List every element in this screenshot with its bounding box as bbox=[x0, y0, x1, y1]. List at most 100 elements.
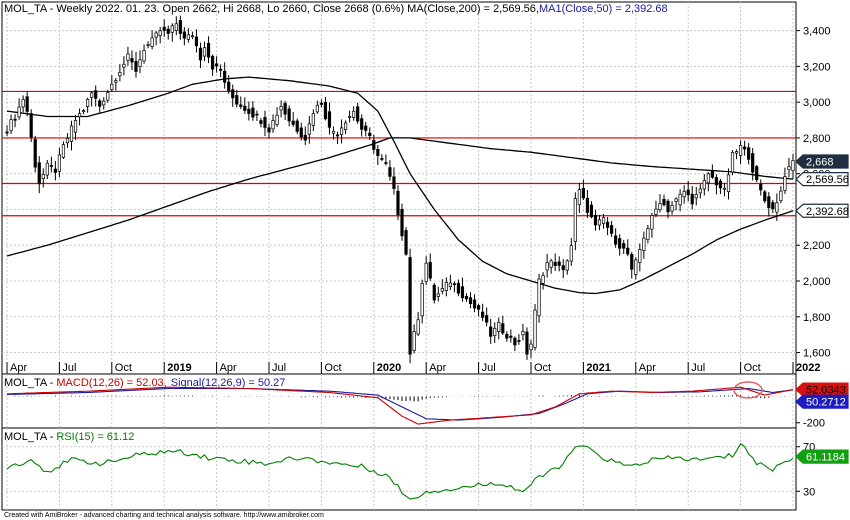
price-tick-label: 1,800 bbox=[803, 312, 831, 324]
candle-body bbox=[142, 50, 146, 62]
x-tick-label: Jul bbox=[272, 362, 286, 374]
candle-body bbox=[751, 153, 755, 173]
candle-body bbox=[521, 331, 525, 336]
ma50-line bbox=[6, 76, 794, 295]
candle-body bbox=[98, 100, 102, 107]
price-badge-shape bbox=[795, 172, 849, 187]
rsi-badge-label: 61.1184 bbox=[806, 452, 845, 464]
candle-body bbox=[743, 146, 747, 150]
candle-body bbox=[271, 120, 275, 130]
candle-body bbox=[279, 106, 283, 111]
candle-body bbox=[166, 28, 170, 34]
candle-body bbox=[541, 275, 545, 284]
candle-body bbox=[239, 104, 243, 107]
candle-body bbox=[343, 122, 348, 131]
candle-body bbox=[545, 262, 549, 271]
candle-body bbox=[485, 315, 489, 323]
candle-body bbox=[90, 92, 94, 98]
candle-body bbox=[440, 288, 444, 292]
macd-badge-label: 52.0343 bbox=[806, 385, 846, 397]
candle-body bbox=[420, 283, 424, 317]
candle-body bbox=[360, 118, 364, 130]
price-tick-label: 2,800 bbox=[803, 133, 831, 145]
candle-body bbox=[283, 103, 287, 115]
candle-body bbox=[364, 125, 368, 131]
candle-body bbox=[384, 162, 388, 164]
candle-body bbox=[182, 31, 186, 39]
candle-body bbox=[682, 191, 686, 198]
candle-body bbox=[247, 108, 251, 114]
macd-lines bbox=[6, 386, 794, 425]
candle-body bbox=[368, 132, 372, 137]
candle-body bbox=[348, 116, 352, 118]
macd-badge-shape bbox=[795, 382, 849, 397]
candle-body bbox=[388, 167, 392, 177]
candle-body bbox=[327, 111, 332, 128]
candle-body bbox=[497, 321, 501, 332]
rsi-header: MOL_TA - RSI(15) = 61.12 bbox=[4, 431, 134, 443]
candle-body bbox=[424, 262, 428, 282]
candle-body bbox=[670, 204, 674, 212]
candle-body bbox=[352, 110, 356, 118]
candles bbox=[5, 15, 795, 364]
candle-body bbox=[267, 127, 271, 133]
candle-body bbox=[223, 70, 227, 83]
candle-body bbox=[13, 118, 17, 121]
candle-body bbox=[658, 203, 662, 211]
candle-body bbox=[235, 95, 239, 105]
candle-body bbox=[605, 221, 610, 228]
price-badge: 2,392.68 bbox=[795, 203, 849, 218]
candle-body bbox=[5, 131, 9, 134]
candle-body bbox=[557, 261, 561, 266]
candle-body bbox=[428, 261, 432, 279]
candle-body bbox=[722, 187, 727, 190]
candle-body bbox=[646, 228, 650, 240]
candle-body bbox=[593, 215, 598, 226]
candle-body bbox=[392, 176, 396, 189]
candle-body bbox=[537, 278, 541, 317]
price-badge-shape bbox=[795, 154, 849, 169]
candle-body bbox=[380, 158, 384, 160]
price-value-badges: 2,668 2,569.56 2,392.68 bbox=[795, 154, 849, 218]
candle-body bbox=[610, 225, 614, 234]
ma200-line bbox=[6, 137, 794, 257]
candle-body bbox=[243, 105, 247, 111]
candle-body bbox=[21, 99, 25, 108]
price-badge-label: 2,392.68 bbox=[806, 206, 849, 218]
candle-body bbox=[501, 323, 505, 334]
macd-header-prefix: MOL_TA - bbox=[4, 377, 56, 389]
candle-body bbox=[154, 32, 158, 38]
candle-body bbox=[638, 249, 642, 263]
moving-averages bbox=[6, 76, 794, 295]
macd-histogram bbox=[6, 394, 794, 402]
candle-body bbox=[505, 333, 509, 339]
candle-body bbox=[714, 177, 719, 186]
x-tick-label: Apr bbox=[429, 362, 446, 374]
candle-body bbox=[791, 160, 795, 172]
candle-body bbox=[464, 295, 469, 300]
price-badge: 2,569.56 bbox=[795, 172, 849, 187]
candle-body bbox=[339, 127, 344, 135]
candle-body bbox=[404, 230, 408, 255]
x-tick-label: Apr bbox=[10, 362, 27, 374]
footer-credit: Created with AmiBroker - advanced charti… bbox=[4, 512, 324, 519]
candle-body bbox=[525, 331, 529, 355]
price-tick-label: 3,000 bbox=[803, 97, 831, 109]
x-tick-label: Jul bbox=[482, 362, 496, 374]
macd-badge: 52.0343 bbox=[795, 382, 849, 397]
candle-body bbox=[561, 265, 565, 271]
candle-body bbox=[513, 337, 517, 346]
candle-body bbox=[251, 107, 255, 118]
candle-body bbox=[601, 217, 606, 224]
candle-body bbox=[569, 245, 573, 262]
candle-body bbox=[726, 174, 731, 192]
candle-body bbox=[37, 162, 41, 185]
candle-body bbox=[198, 47, 203, 61]
candle-body bbox=[730, 152, 735, 173]
candle-body bbox=[215, 63, 219, 67]
candle-body bbox=[150, 37, 154, 47]
candle-body bbox=[533, 309, 537, 348]
candle-body bbox=[331, 130, 336, 134]
candle-body bbox=[65, 137, 70, 144]
